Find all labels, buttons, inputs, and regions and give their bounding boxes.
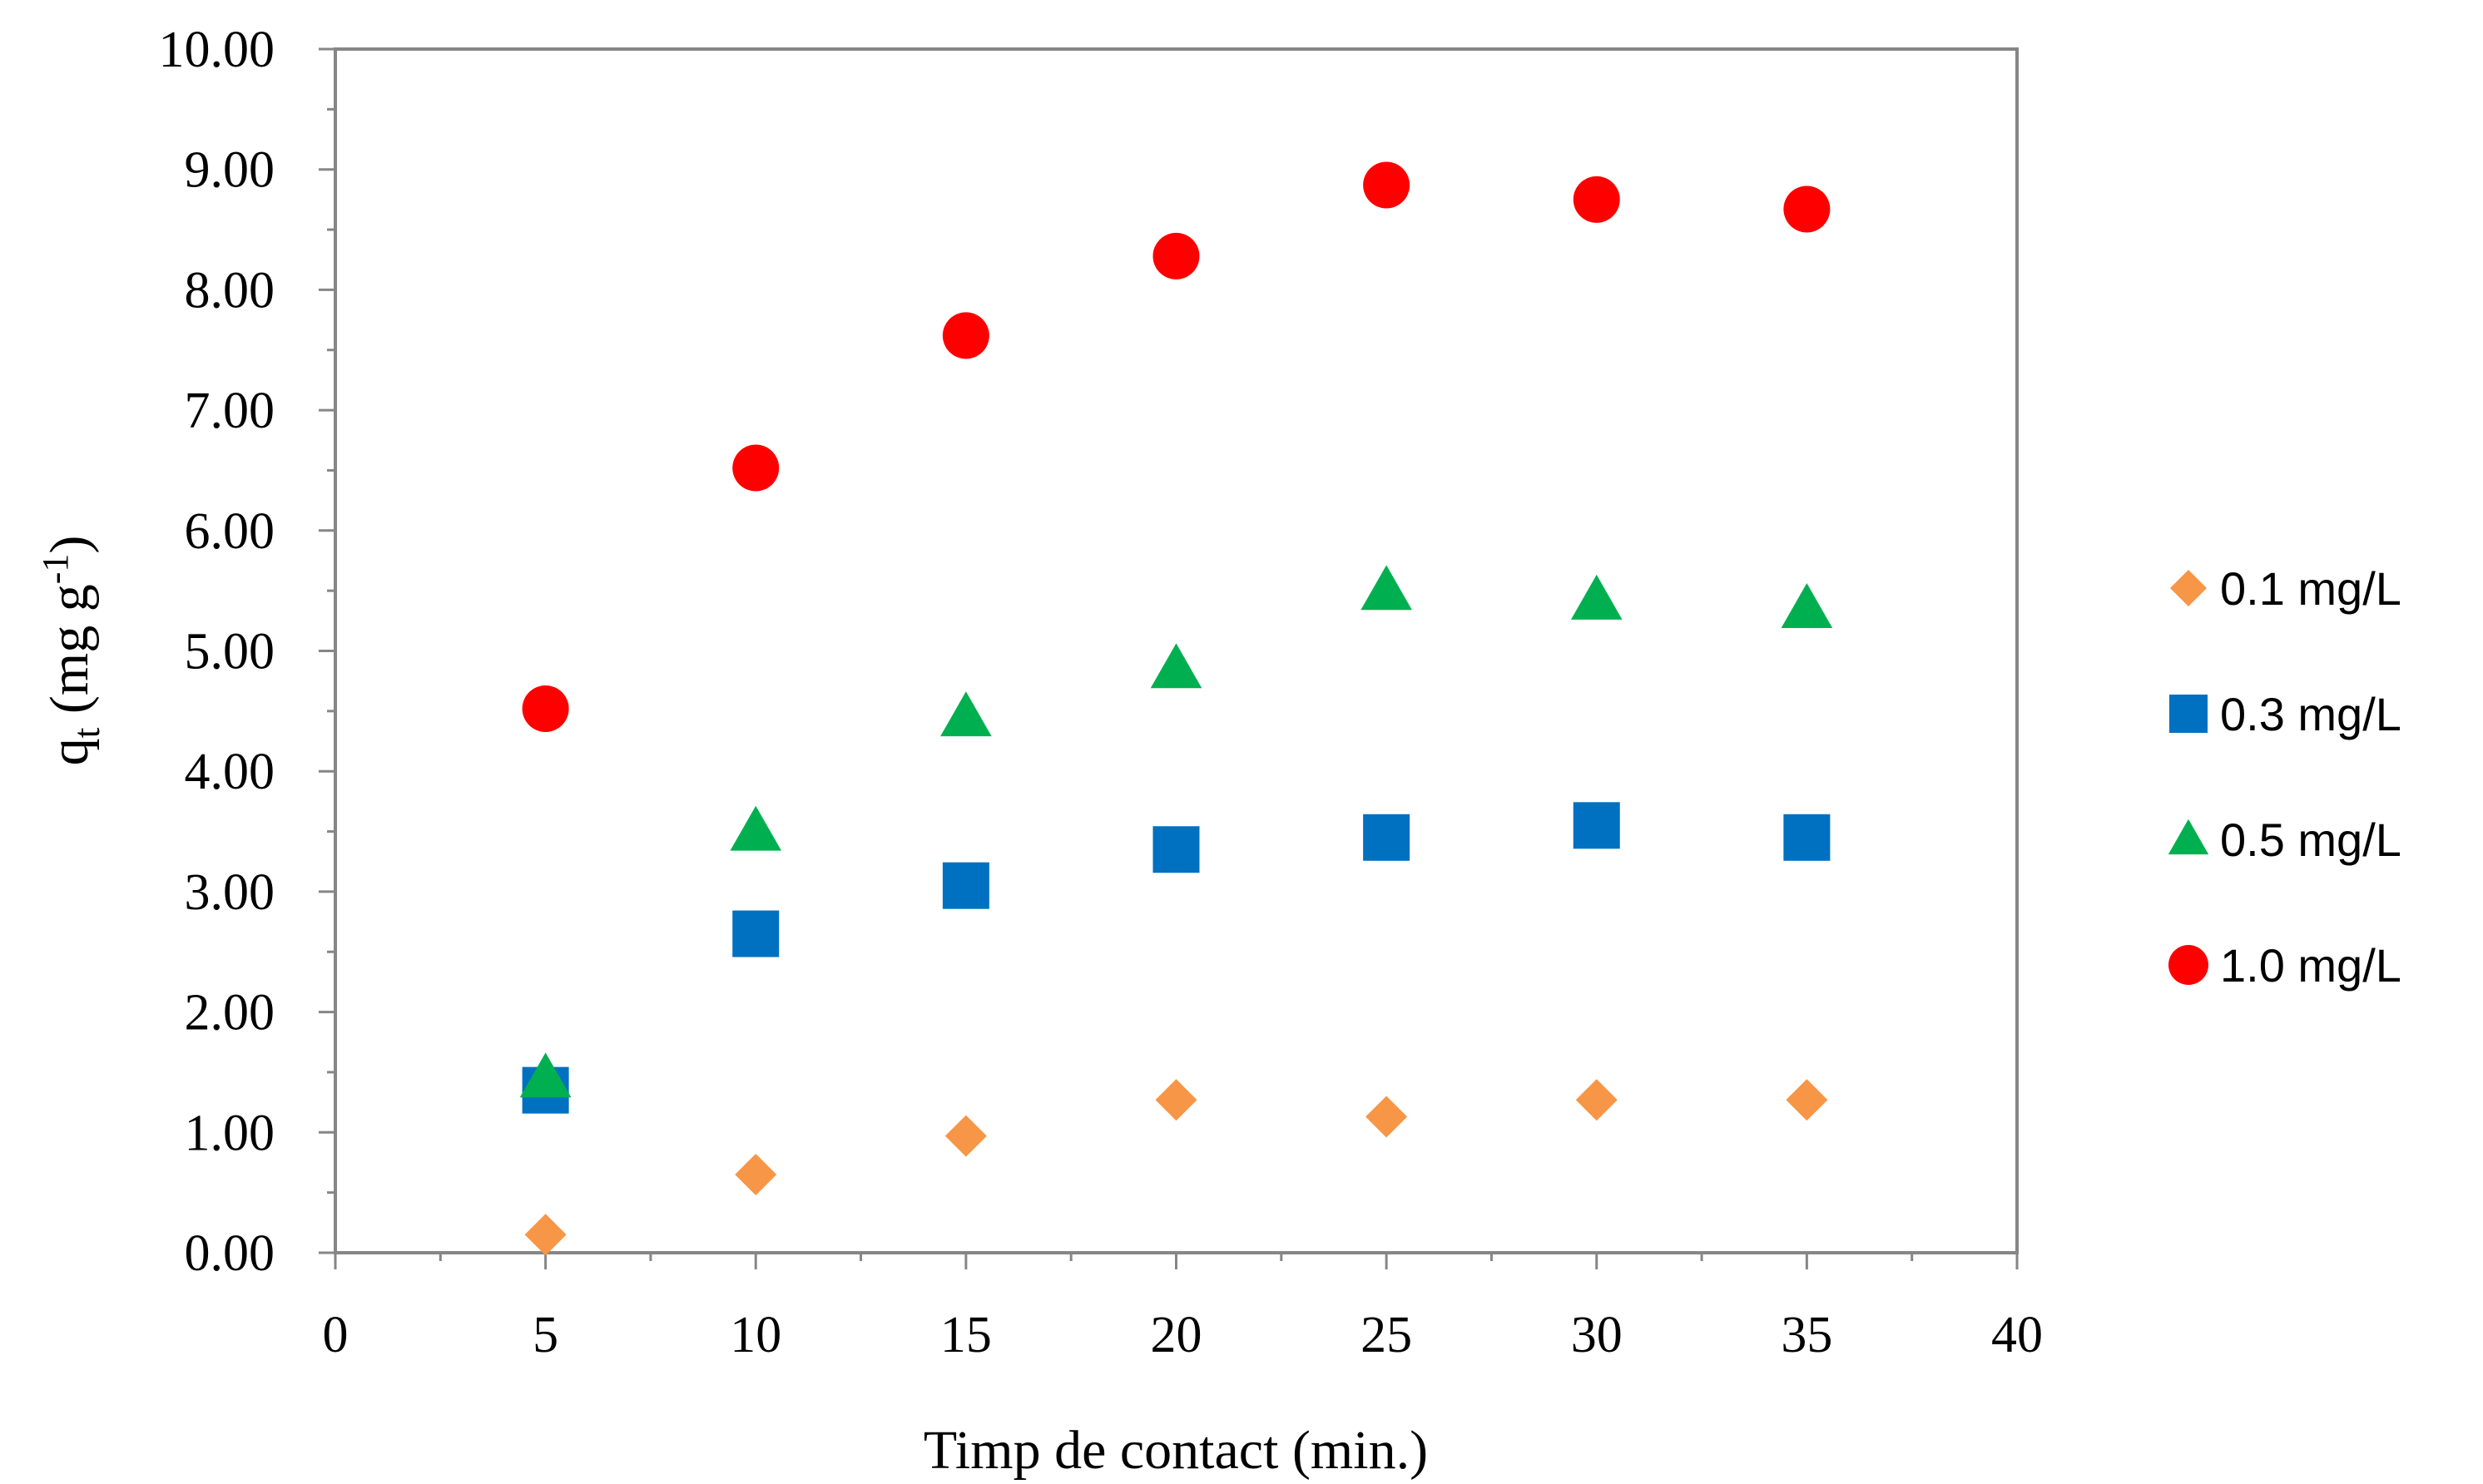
- legend: 0.1 mg/L 0.3 mg/L 0.5 mg/L 1.0 mg/L: [2168, 562, 2401, 992]
- y-tick-label: 3.00: [185, 864, 275, 921]
- data-point-triangle: [1570, 574, 1623, 620]
- data-point-diamond: [524, 1214, 567, 1256]
- y-tick-label: 8.00: [185, 262, 275, 319]
- x-tick-label: 0: [323, 1307, 349, 1363]
- legend-label: 0.3 mg/L: [2220, 688, 2401, 740]
- data-point-triangle: [1360, 565, 1412, 611]
- series-diamond: [524, 1079, 1828, 1256]
- data-point-diamond: [1575, 1079, 1618, 1121]
- data-point-triangle: [730, 805, 782, 851]
- legend-item: 0.3 mg/L: [2169, 688, 2401, 740]
- legend-marker-square: [2169, 695, 2208, 733]
- x-tick-label: 40: [1991, 1307, 2043, 1363]
- y-axis-title-units: (mg g: [39, 584, 100, 727]
- data-point-square: [1152, 826, 1200, 873]
- legend-marker-triangle: [2168, 819, 2209, 855]
- data-point-circle: [942, 312, 989, 359]
- legend-item: 1.0 mg/L: [2168, 939, 2401, 992]
- x-tick-label: 5: [533, 1307, 558, 1363]
- y-tick-label: 6.00: [185, 503, 275, 560]
- data-point-diamond: [944, 1115, 987, 1157]
- data-points: [519, 161, 1833, 1256]
- y-axis-title-subscript: t: [65, 727, 107, 738]
- data-point-square: [1783, 814, 1831, 861]
- x-tick-label: 35: [1781, 1307, 1832, 1363]
- y-tick-label: 9.00: [185, 142, 275, 199]
- data-point-circle: [1783, 186, 1831, 233]
- legend-marker-diamond: [2170, 570, 2207, 606]
- data-point-diamond: [1365, 1096, 1408, 1138]
- data-point-triangle: [1150, 643, 1202, 689]
- data-point-triangle: [940, 691, 992, 737]
- data-point-triangle: [1781, 583, 1833, 628]
- data-point-square: [1363, 814, 1410, 861]
- y-axis-title-superscript: -1: [35, 554, 76, 585]
- y-tick-label: 10.00: [159, 22, 275, 78]
- y-tick-label: 5.00: [185, 624, 275, 680]
- data-point-diamond: [1786, 1079, 1828, 1121]
- series-square: [522, 802, 1831, 1114]
- x-tick-label: 15: [940, 1307, 992, 1363]
- legend-label: 0.1 mg/L: [2220, 562, 2401, 615]
- series-triangle: [519, 565, 1833, 1098]
- y-axis: 0.00 1.00 2.00 3.00 4.00 5.00 6.00 7.00 8.00 9.00…: [159, 22, 335, 1282]
- x-tick-label: 10: [730, 1307, 781, 1363]
- legend-label: 1.0 mg/L: [2220, 939, 2401, 992]
- data-point-triangle: [519, 1052, 572, 1098]
- y-axis-title: qt (mg g-1): [35, 536, 107, 766]
- y-axis-title-main: q: [39, 738, 100, 765]
- x-axis: 0 5 10 15 20 25 30 35 40: [323, 1253, 2043, 1363]
- legend-marker-circle: [2168, 945, 2208, 985]
- legend-item: 0.1 mg/L: [2170, 562, 2401, 615]
- y-tick-label: 2.00: [185, 985, 275, 1041]
- y-tick-label: 7.00: [185, 383, 275, 439]
- data-point-circle: [732, 444, 780, 492]
- y-tick-label: 0.00: [185, 1225, 275, 1282]
- x-tick-label: 20: [1151, 1307, 1202, 1363]
- legend-label: 0.5 mg/L: [2220, 814, 2401, 866]
- series-circle: [522, 161, 1831, 732]
- data-point-square: [732, 910, 780, 957]
- data-point-diamond: [735, 1153, 777, 1195]
- x-tick-label: 25: [1360, 1307, 1412, 1363]
- legend-item: 0.5 mg/L: [2168, 814, 2401, 866]
- data-point-circle: [1573, 176, 1620, 223]
- y-tick-label: 4.00: [185, 744, 275, 800]
- data-point-square: [1573, 802, 1620, 849]
- x-tick-label: 30: [1571, 1307, 1623, 1363]
- data-point-diamond: [1155, 1079, 1197, 1121]
- data-point-circle: [1363, 161, 1410, 209]
- data-point-circle: [1152, 232, 1200, 279]
- y-tick-label: 1.00: [185, 1105, 275, 1161]
- data-point-square: [942, 862, 989, 909]
- data-point-circle: [522, 685, 569, 732]
- x-axis-title: Timp de contact (min.): [924, 1420, 1428, 1481]
- y-axis-title-close: ): [39, 536, 100, 554]
